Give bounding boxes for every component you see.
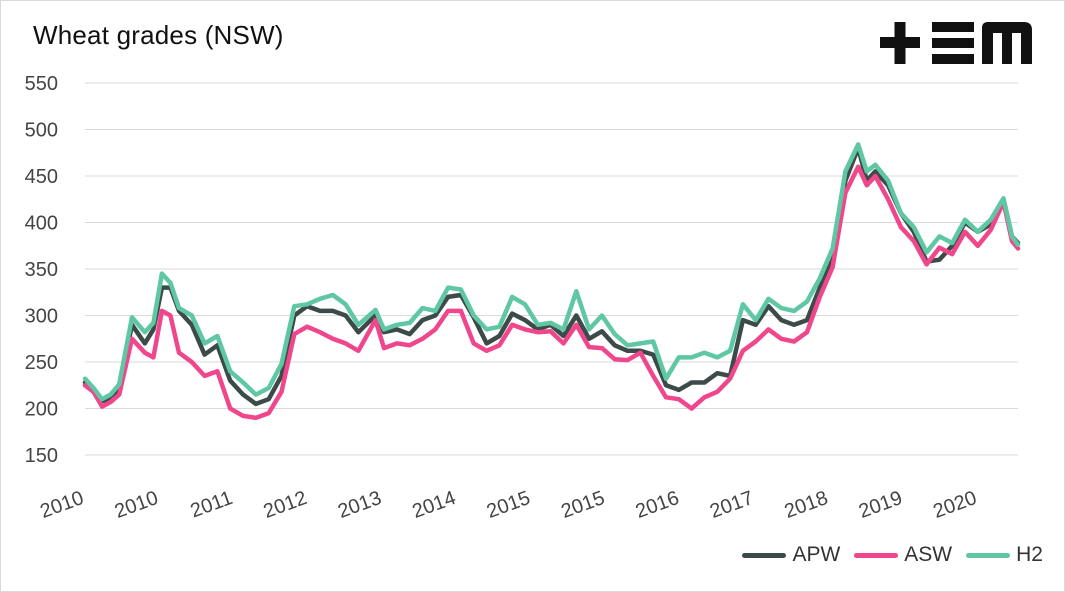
legend: APW ASW H2 (742, 543, 1043, 567)
legend-swatch-asw (854, 552, 899, 558)
y-tick-label: 150 (25, 445, 58, 467)
tem-logo (880, 22, 1032, 64)
y-tick-label: 400 (25, 213, 58, 235)
legend-swatch-h2 (966, 552, 1011, 558)
x-tick-label: 2020 (930, 487, 979, 523)
y-tick-label: 200 (25, 399, 58, 421)
legend-swatch-apw (742, 552, 787, 558)
y-tick-label: 350 (25, 259, 58, 281)
legend-label-h2: H2 (1016, 543, 1043, 566)
y-tick-label: 250 (25, 352, 58, 374)
x-tick-label: 2019 (856, 487, 905, 523)
y-tick-label: 500 (25, 120, 58, 142)
x-axis-ticks: 2010 2010 2011 2012 2013 2014 2015 2015 2016 2017… (37, 487, 979, 523)
series-lines (82, 142, 1021, 421)
legend-label-apw: APW (792, 543, 841, 566)
x-tick-label: 2015 (484, 487, 533, 523)
x-tick-label: 2013 (335, 487, 384, 523)
chart-title: Wheat grades (NSW) (33, 20, 284, 50)
x-tick-label: 2011 (188, 487, 236, 522)
legend-item-asw: ASW (854, 543, 952, 567)
x-tick-label: 2010 (37, 487, 86, 523)
series-line-apw (82, 145, 1021, 407)
y-tick-label: 450 (25, 166, 58, 188)
x-tick-label: 2015 (558, 487, 607, 523)
x-tick-label: 2016 (633, 487, 682, 523)
x-tick-label: 2012 (261, 487, 310, 523)
y-tick-label: 300 (25, 306, 58, 328)
x-tick-label: 2010 (112, 487, 161, 523)
x-tick-label: 2017 (707, 487, 756, 523)
x-tick-label: 2014 (409, 487, 458, 523)
series-line-h2 (82, 142, 1021, 402)
legend-item-apw: APW (742, 543, 840, 567)
legend-label-asw: ASW (904, 543, 953, 566)
series-line-asw (82, 164, 1021, 421)
y-axis-ticks: 150 200 250 300 350 400 450 500 550 (25, 73, 58, 467)
legend-item-h2: H2 (966, 543, 1043, 567)
y-tick-label: 550 (25, 73, 58, 95)
x-tick-label: 2018 (782, 487, 831, 523)
